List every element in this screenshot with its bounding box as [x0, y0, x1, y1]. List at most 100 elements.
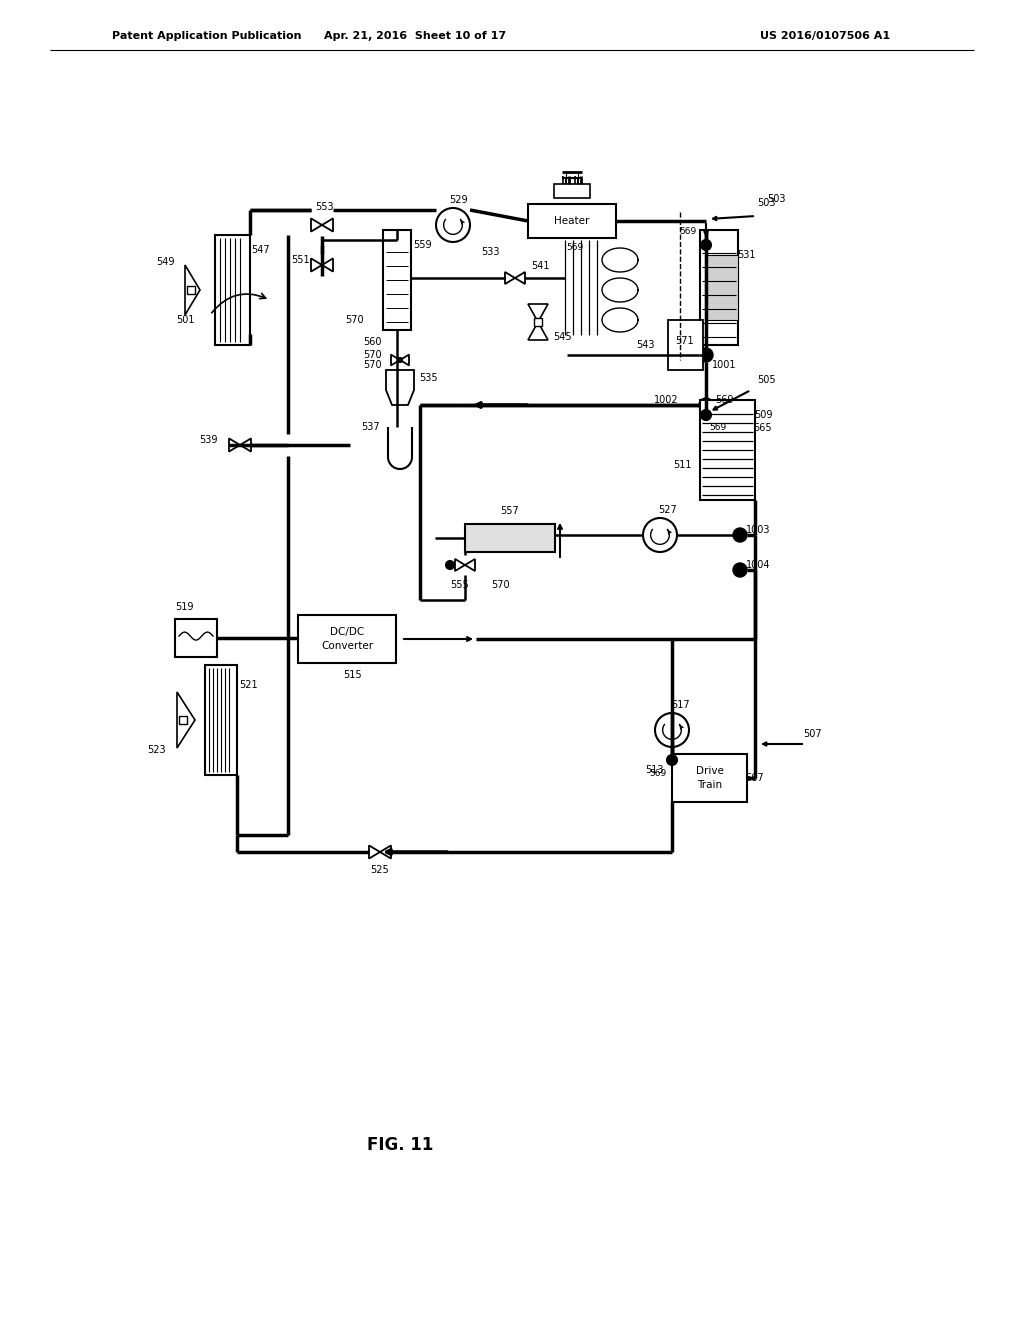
- Text: Drive: Drive: [695, 766, 723, 776]
- Polygon shape: [240, 438, 251, 451]
- Text: 531: 531: [736, 249, 756, 260]
- Text: 1004: 1004: [745, 560, 770, 570]
- Text: 525: 525: [371, 865, 389, 875]
- Text: 533: 533: [480, 247, 500, 257]
- Text: Converter: Converter: [321, 642, 373, 651]
- Circle shape: [655, 713, 689, 747]
- Text: 570: 570: [490, 579, 509, 590]
- Bar: [528, 205, 616, 238]
- Polygon shape: [528, 322, 548, 341]
- Text: 569: 569: [649, 770, 667, 779]
- Bar: [700, 230, 738, 345]
- Polygon shape: [311, 259, 322, 272]
- Text: 553: 553: [314, 202, 334, 213]
- Text: Patent Application Publication: Patent Application Publication: [112, 30, 301, 41]
- Polygon shape: [386, 370, 414, 405]
- Text: 571: 571: [675, 337, 693, 346]
- Bar: [534, 318, 542, 326]
- Bar: [465, 524, 555, 552]
- Bar: [179, 715, 187, 723]
- Text: 505: 505: [757, 375, 775, 385]
- Text: 567: 567: [745, 774, 764, 783]
- Text: 519: 519: [175, 602, 194, 612]
- Text: 539: 539: [199, 436, 217, 445]
- Text: 527: 527: [658, 506, 677, 515]
- Text: 1001: 1001: [712, 360, 736, 370]
- Text: 555: 555: [451, 579, 469, 590]
- Text: 503: 503: [757, 198, 775, 209]
- Circle shape: [701, 411, 711, 420]
- Text: 503: 503: [767, 194, 785, 205]
- Text: 565: 565: [754, 422, 772, 433]
- Bar: [700, 400, 755, 500]
- Bar: [175, 619, 217, 657]
- Text: 569: 569: [679, 227, 696, 235]
- Circle shape: [643, 517, 677, 552]
- Bar: [205, 665, 237, 775]
- Polygon shape: [380, 845, 391, 858]
- Text: 569: 569: [566, 243, 584, 252]
- Text: 515: 515: [343, 671, 361, 680]
- Text: Train: Train: [697, 780, 722, 789]
- Polygon shape: [311, 218, 322, 231]
- Text: 559: 559: [414, 240, 432, 249]
- Text: 509: 509: [754, 411, 772, 420]
- Text: DC/DC: DC/DC: [330, 627, 365, 638]
- Text: 521: 521: [240, 680, 258, 690]
- Polygon shape: [229, 438, 240, 451]
- Text: 523: 523: [147, 744, 166, 755]
- Text: 570: 570: [362, 360, 381, 370]
- Text: 511: 511: [673, 459, 691, 470]
- Text: 570: 570: [345, 315, 364, 325]
- Text: 570: 570: [362, 350, 381, 360]
- Bar: [668, 319, 703, 370]
- Polygon shape: [391, 355, 400, 366]
- Circle shape: [398, 358, 402, 362]
- Text: 1003: 1003: [745, 525, 770, 535]
- Circle shape: [667, 755, 677, 766]
- Circle shape: [446, 561, 454, 569]
- Text: 535: 535: [419, 374, 437, 383]
- Circle shape: [699, 348, 713, 362]
- Text: FIG. 11: FIG. 11: [367, 1137, 433, 1154]
- Bar: [705, 255, 738, 319]
- Text: 537: 537: [360, 422, 379, 432]
- Circle shape: [733, 564, 746, 577]
- Circle shape: [699, 399, 713, 412]
- Polygon shape: [528, 304, 548, 322]
- Polygon shape: [465, 558, 475, 572]
- Text: 549: 549: [156, 257, 174, 267]
- Text: 547: 547: [251, 246, 269, 255]
- Polygon shape: [185, 265, 200, 315]
- Text: 551: 551: [291, 255, 309, 265]
- Text: 543: 543: [636, 341, 654, 350]
- Polygon shape: [177, 692, 195, 748]
- Text: 569: 569: [715, 395, 733, 405]
- Text: 545: 545: [554, 333, 572, 342]
- Circle shape: [436, 209, 470, 242]
- Bar: [215, 235, 250, 345]
- Polygon shape: [322, 218, 333, 231]
- Polygon shape: [515, 272, 525, 284]
- Text: 529: 529: [449, 195, 467, 205]
- Polygon shape: [322, 259, 333, 272]
- Bar: [187, 286, 195, 294]
- Text: 1002: 1002: [653, 395, 678, 405]
- Text: 517: 517: [671, 700, 689, 710]
- Polygon shape: [505, 272, 515, 284]
- Text: Heater: Heater: [554, 216, 590, 226]
- Polygon shape: [400, 355, 409, 366]
- Bar: [672, 754, 746, 803]
- Text: 557: 557: [501, 506, 519, 516]
- Bar: [383, 230, 411, 330]
- Text: US 2016/0107506 A1: US 2016/0107506 A1: [760, 30, 890, 41]
- Polygon shape: [455, 558, 465, 572]
- Text: 569: 569: [710, 422, 727, 432]
- Circle shape: [701, 240, 711, 249]
- Bar: [298, 615, 396, 663]
- Circle shape: [733, 528, 746, 543]
- Text: 513: 513: [645, 766, 664, 775]
- Text: 507: 507: [804, 729, 822, 739]
- Bar: [554, 183, 590, 198]
- Text: 560: 560: [362, 337, 381, 347]
